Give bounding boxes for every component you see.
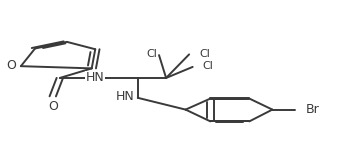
Text: Cl: Cl (146, 49, 157, 59)
Text: HN: HN (115, 90, 134, 103)
Text: Br: Br (305, 103, 319, 116)
Text: Cl: Cl (199, 49, 210, 59)
Text: HN: HN (85, 71, 104, 84)
Text: Cl: Cl (202, 61, 213, 71)
Text: O: O (7, 59, 17, 72)
Text: O: O (48, 100, 58, 113)
